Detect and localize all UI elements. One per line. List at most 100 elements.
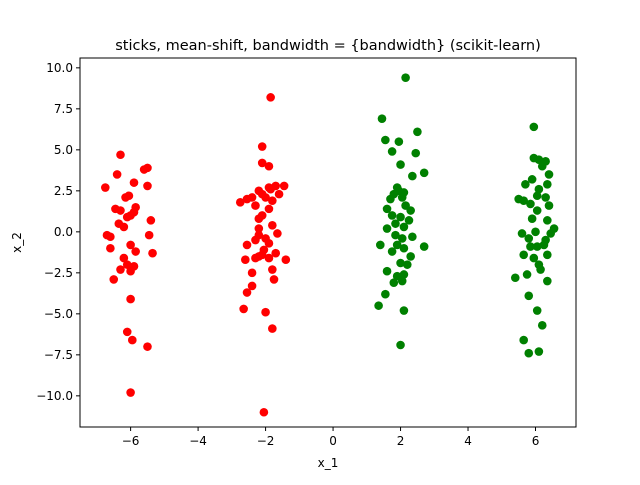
data-point xyxy=(539,240,549,250)
data-point xyxy=(254,224,264,233)
data-point xyxy=(126,240,135,250)
data-point xyxy=(251,201,260,210)
data-point xyxy=(126,294,135,304)
data-point xyxy=(106,243,115,253)
y-axis-label: x_2 xyxy=(10,232,24,253)
data-point xyxy=(396,160,405,169)
data-point xyxy=(397,193,407,202)
data-point xyxy=(534,347,544,356)
data-point xyxy=(531,227,540,237)
data-point xyxy=(241,255,250,265)
data-point xyxy=(376,240,385,250)
data-point xyxy=(532,191,542,201)
data-point xyxy=(404,216,414,225)
data-point xyxy=(101,183,110,192)
data-point xyxy=(121,193,130,202)
data-point xyxy=(399,222,409,232)
data-point xyxy=(382,224,392,233)
data-point xyxy=(128,335,137,345)
data-point xyxy=(521,179,530,189)
x-axis-label: x_1 xyxy=(318,456,339,470)
data-point xyxy=(396,212,405,222)
y-tick-label: 7.5 xyxy=(54,102,73,116)
data-point xyxy=(235,198,245,207)
data-point xyxy=(381,289,390,299)
data-point xyxy=(529,153,539,163)
data-point xyxy=(386,194,395,204)
data-point xyxy=(374,301,383,310)
data-point xyxy=(399,243,409,253)
data-point xyxy=(394,137,404,146)
x-tick-label: 0 xyxy=(329,434,337,448)
data-point xyxy=(139,165,149,174)
x-tick-label: −6 xyxy=(122,434,140,448)
data-point xyxy=(146,216,156,225)
data-point xyxy=(239,304,248,314)
data-point xyxy=(524,348,534,358)
data-point xyxy=(546,229,555,238)
data-point xyxy=(541,193,550,202)
data-point xyxy=(527,175,537,184)
data-point xyxy=(537,161,547,171)
data-point xyxy=(106,232,115,242)
data-point xyxy=(111,204,120,214)
data-point xyxy=(242,194,252,204)
data-point xyxy=(268,220,277,230)
data-point xyxy=(268,265,277,274)
data-point xyxy=(122,260,132,269)
data-point xyxy=(519,196,528,205)
x-tick-label: −2 xyxy=(257,434,275,448)
data-point xyxy=(143,342,152,351)
data-point xyxy=(391,219,400,228)
x-tick-label: 4 xyxy=(464,434,472,448)
data-point xyxy=(522,270,532,279)
data-point xyxy=(264,204,274,214)
data-point xyxy=(399,270,409,279)
data-point xyxy=(419,168,429,178)
data-point xyxy=(532,306,542,315)
data-point xyxy=(377,114,387,123)
y-tick-label: −5.0 xyxy=(44,307,73,321)
data-point xyxy=(264,253,274,263)
data-point xyxy=(279,181,289,191)
data-point xyxy=(381,135,390,145)
data-point xyxy=(119,222,129,232)
data-point xyxy=(526,242,535,251)
data-point xyxy=(537,321,547,330)
y-tick-label: 5.0 xyxy=(54,143,73,157)
y-tick-label: −10.0 xyxy=(36,389,73,403)
data-point xyxy=(247,281,257,291)
data-point xyxy=(126,388,135,397)
data-point xyxy=(144,230,154,240)
data-point xyxy=(268,324,277,333)
data-point xyxy=(382,204,392,214)
data-point xyxy=(543,216,552,225)
data-point xyxy=(273,229,282,238)
data-point xyxy=(264,239,274,248)
data-point xyxy=(397,276,407,286)
data-point xyxy=(544,201,554,210)
data-point xyxy=(543,179,552,189)
data-point xyxy=(254,214,264,224)
data-point xyxy=(382,266,392,276)
data-point xyxy=(510,273,520,283)
data-point xyxy=(529,253,539,263)
data-point xyxy=(413,127,422,137)
data-point xyxy=(411,148,421,158)
data-point xyxy=(264,161,274,171)
data-point xyxy=(406,206,415,215)
data-point xyxy=(524,291,534,301)
data-point xyxy=(257,158,267,168)
data-point xyxy=(274,189,284,199)
data-point xyxy=(387,247,397,256)
data-point xyxy=(517,229,527,238)
data-point xyxy=(526,199,535,209)
data-point xyxy=(543,276,552,286)
x-tick-label: 2 xyxy=(397,434,405,448)
data-point xyxy=(116,150,125,160)
data-point xyxy=(532,206,542,215)
data-point xyxy=(143,181,152,191)
data-point xyxy=(396,340,405,350)
